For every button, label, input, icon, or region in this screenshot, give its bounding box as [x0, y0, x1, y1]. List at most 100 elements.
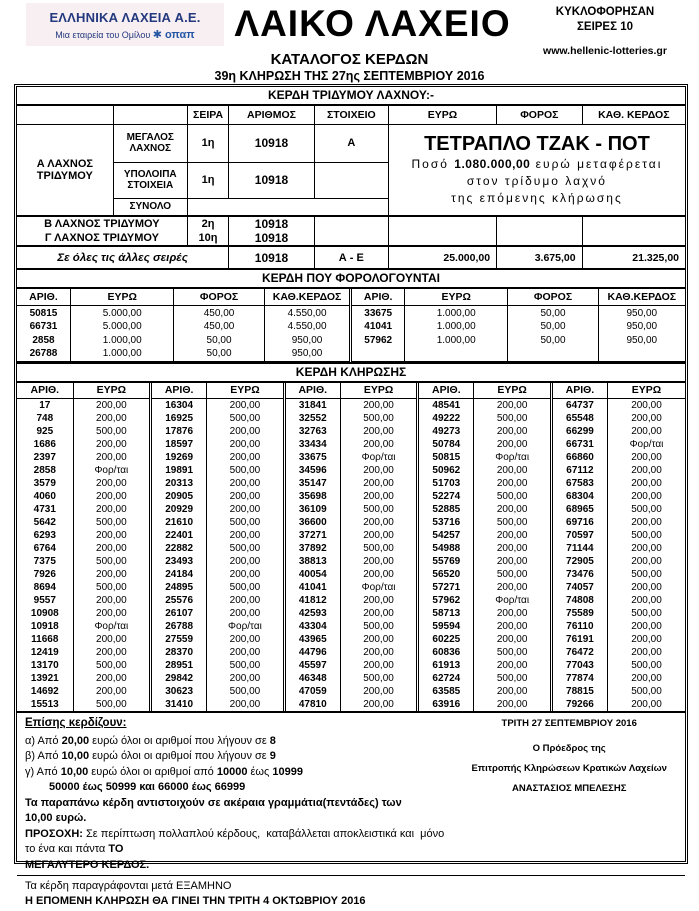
amount-cell: 200,00 [206, 646, 285, 659]
table-row: 7375 500,00 23493 200,00 38813 200,00 55769 200… [17, 555, 685, 568]
number-cell: 7926 [17, 568, 74, 581]
amount-cell: 500,00 [72, 555, 152, 568]
amount-cell: 200,00 [339, 477, 419, 490]
amount-cell: 200,00 [206, 698, 285, 711]
number-cell: 35147 [282, 477, 341, 490]
amount-cell: 200,00 [606, 633, 685, 646]
amount-cell: 500,00 [473, 412, 552, 425]
number-cell: 60836 [416, 646, 475, 659]
number-cell: 51703 [416, 477, 475, 490]
number-cell: 5642 [17, 516, 74, 529]
amount-cell: 1.000,00 [69, 333, 175, 347]
number-cell: 47059 [282, 685, 341, 698]
rule-ending-8: α) Από 20,00 ευρώ όλοι οι αριθμοί που λή… [25, 734, 276, 747]
amount-cell: 200,00 [72, 503, 152, 516]
section-banner-taxed: ΚΕΡΔΗ ΠΟΥ ΦΟΡΟΛΟΓΟΥΝΤΑΙ [17, 268, 685, 289]
amount-cell: 200,00 [606, 490, 685, 503]
rule-ending-9: β) Από 10,00 ευρώ όλοι οι αριθμοί που λή… [25, 750, 276, 762]
amount-cell: 200,00 [473, 698, 552, 711]
results-frame: ΚΕΡΔΗ ΤΡΙΔΥΜΟΥ ΛΑΧΝΟΥ:- ΣΕΙΡΑ ΑΡΙΘΜΟΣ ΣΤ… [14, 84, 688, 907]
amount-cell: 200,00 [206, 594, 285, 607]
catalog-title: ΚΑΤΑΛΟΓΟΣ ΚΕΡΔΩΝ [270, 51, 429, 68]
number-cell: 8694 [17, 581, 74, 594]
ypoloipa-stoixeia-row: ΥΠΟΛΟΙΠΑ ΣΤΟΙΧΕΙΑ 1η 10918 [17, 161, 685, 199]
number-cell: 14692 [17, 685, 74, 698]
draw-date: ΤΡΙΤΗ 27 ΣΕΠΤΕΜΒΡΙΟΥ 2016 [501, 718, 637, 729]
amount-cell: 200,00 [606, 698, 685, 711]
column-header: ΕΥΡΩ [606, 382, 685, 399]
amount-cell: 200,00 [473, 425, 552, 438]
amount-cell: 50,00 [507, 333, 599, 347]
number-cell: 50784 [416, 438, 475, 451]
g-laxnos-row: Γ ΛΑΧΝΟΣ ΤΡΙΔΥΜΟΥ 10η 10918 [17, 231, 685, 247]
table-row: 925 500,00 17876 200,00 32763 200,00 49273 200,… [17, 425, 685, 438]
number-cell: 66731 [549, 438, 608, 451]
number-cell: 63585 [416, 685, 475, 698]
number-cell: 49222 [416, 412, 475, 425]
number-cell: 925 [17, 425, 74, 438]
number-cell: 65548 [549, 412, 608, 425]
number-cell: 71144 [549, 542, 608, 555]
number-cell: 60225 [416, 633, 475, 646]
circulated-label: ΚΥΚΛΟΦΟΡΗΣΑΝ [555, 6, 655, 18]
signatory-role-1: Ο Πρόεδρος της [532, 743, 606, 754]
number-cell: 748 [17, 412, 74, 425]
jackpot-announcement: ΤΕΤΡΑΠΛΟ ΤΖΑΚ - ΠΟΤ Ποσό 1.080.000,00 ευ… [387, 123, 685, 217]
amount-cell: 500,00 [339, 620, 419, 633]
amount-cell: 950,00 [597, 305, 685, 319]
amount-cell: 200,00 [72, 477, 152, 490]
number-cell: 59594 [416, 620, 475, 633]
amount-cell: 1.000,00 [403, 305, 509, 319]
amount-cell: 950,00 [597, 333, 685, 347]
amount-cell: 200,00 [72, 542, 152, 555]
number-cell: 77043 [549, 659, 608, 672]
number-cell: 18597 [149, 438, 208, 451]
seira-value: 10η [186, 231, 230, 247]
amount-cell: 200,00 [339, 659, 419, 672]
number-cell: 33675 [282, 451, 341, 464]
amount-cell: 500,00 [72, 425, 152, 438]
number-cell: 2397 [17, 451, 74, 464]
number-cell: 6764 [17, 542, 74, 555]
amount-cell: 200,00 [339, 685, 419, 698]
rule-range-1: γ) Από 10,00 ευρώ όλοι οι αριθμοί από 10… [25, 765, 303, 778]
tridymos-table: ΣΕΙΡΑ ΑΡΙΘΜΟΣ ΣΤΟΙΧΕΙΟ ΕΥΡΩ ΦΟΡΟΣ ΚΑΘ. Κ… [17, 106, 685, 268]
number-cell: 30623 [149, 685, 208, 698]
amount-cell: 500,00 [72, 581, 152, 594]
jackpot-line2: στον τρίδυμο λαχνό [466, 174, 607, 189]
amount-cell: 500,00 [606, 503, 685, 516]
blank-cell [186, 197, 389, 217]
g-laxnos-label: Γ ΛΑΧΝΟΣ ΤΡΙΔΥΜΟΥ [17, 231, 188, 247]
all-other-series-row: Σε όλες τις άλλες σειρές 10918 Α - Ε 25.… [17, 245, 685, 268]
amount-cell: 200,00 [72, 568, 152, 581]
table-row: 8694 500,00 24895 500,00 41041 Φορ/ται 57271 20… [17, 581, 685, 594]
number-cell: 4731 [17, 503, 74, 516]
amount-cell: 200,00 [339, 425, 419, 438]
column-header: ΑΡΙΘ. [349, 289, 405, 306]
number-cell: 78815 [549, 685, 608, 698]
number-cell: 24895 [149, 581, 208, 594]
amount-cell: 500,00 [72, 516, 152, 529]
number-cell: 49273 [416, 425, 475, 438]
table-row: 50815 5.000,00 450,00 4.550,00 33675 1.000,00… [17, 305, 685, 319]
amount-cell: 500,00 [473, 646, 552, 659]
amount-cell: 200,00 [206, 451, 285, 464]
winning-number: 10918 [228, 161, 315, 199]
table-row: 10908 200,00 26107 200,00 42593 200,00 58713 20… [17, 607, 685, 620]
amount-cell: 500,00 [206, 412, 285, 425]
document-header: ΕΛΛΗΝΙΚΑ ΛΑΧΕΙΑ Α.Ε. Μια εταιρεία του Ομ… [0, 0, 699, 57]
winning-number: 10918 [228, 123, 315, 163]
amount-cell: 200,00 [339, 698, 419, 711]
number-cell: 52274 [416, 490, 475, 503]
all-series-label: Σε όλες τις άλλες σειρές [17, 245, 230, 268]
amount-cell: 200,00 [72, 672, 152, 685]
amount-cell: 950,00 [597, 319, 685, 333]
amount-cell: 200,00 [473, 685, 552, 698]
number-cell: 66860 [549, 451, 608, 464]
number-cell: 20313 [149, 477, 208, 490]
number-cell: 28370 [149, 646, 208, 659]
also-win-block: Επίσης κερδίζουν: α) Από 20,00 ευρώ όλοι… [17, 716, 453, 873]
column-header: ΑΡΙΘΜΟΣ [228, 106, 315, 125]
table-row: 3579 200,00 20313 200,00 35147 200,00 51703 200… [17, 477, 685, 490]
blank-cell [112, 106, 188, 125]
